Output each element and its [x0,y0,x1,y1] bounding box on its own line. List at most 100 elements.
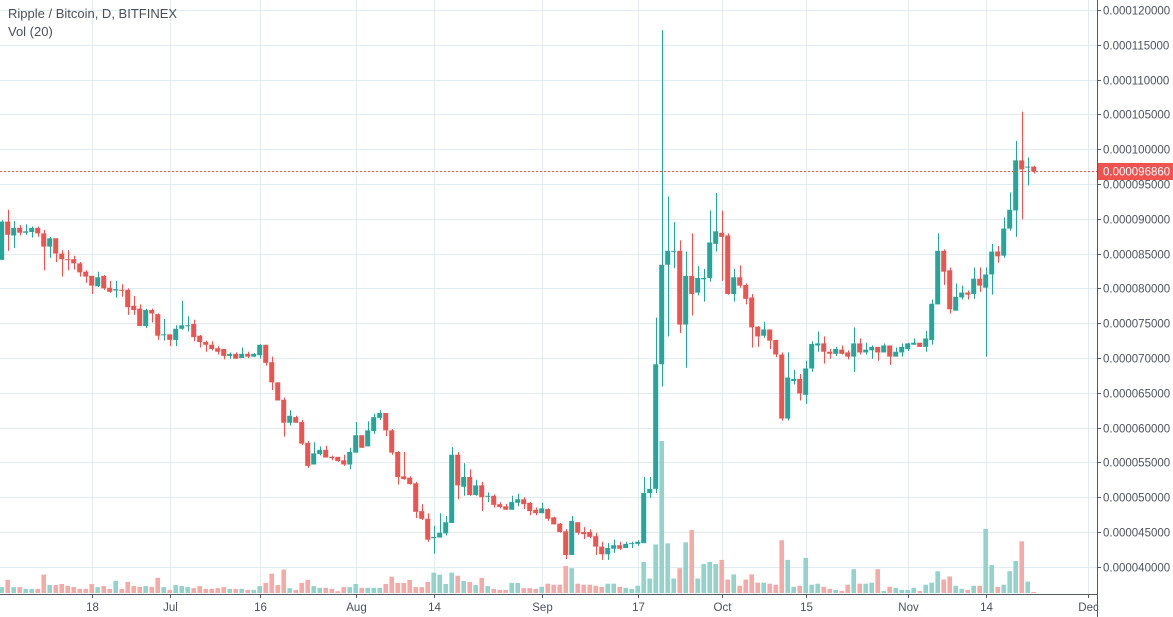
volume-bar [407,579,412,593]
volume-bar [419,587,424,593]
volume-bar [875,569,880,593]
volume-bar [1001,584,1006,593]
candle [461,463,467,496]
candle-body [365,430,371,447]
candle-body [131,305,137,310]
candle-body [971,278,977,294]
candle [371,413,377,434]
volume-indicator-label[interactable]: Vol (20) [8,24,53,39]
volume-bar [293,589,298,593]
candle [431,525,437,554]
candle [245,351,251,358]
price-tick-label: 0.000060000 [1103,424,1170,436]
candle [467,469,473,496]
candle [17,225,23,236]
volume-bar [941,579,946,593]
candle [707,210,713,282]
candle [479,481,485,512]
volume-bar [59,584,64,593]
candle-body [947,270,953,310]
candle [629,541,635,549]
candle [497,502,503,509]
volume-bar [857,583,862,593]
symbol-title[interactable]: Ripple / Bitcoin, D, BITFINEX [8,6,178,21]
candle [887,345,893,365]
candle [761,321,767,338]
volume-bar [365,587,370,593]
candle [755,325,761,347]
candle [233,352,239,359]
volume-bar [989,565,994,593]
volume-bar [557,584,562,593]
volume-bar [167,589,172,593]
volume-bar [161,587,166,593]
candle [311,442,317,465]
candle [347,447,353,470]
candle-body [1001,228,1007,256]
candle-body [785,377,791,419]
candle [611,539,617,553]
candle [455,451,461,500]
volume-bar [755,582,760,593]
last-price-tag-bg [1098,163,1173,180]
candle [701,268,707,302]
volume-bar [263,582,268,593]
time-tick-label: 14 [980,602,993,614]
volume-bar [395,582,400,593]
volume-bar [89,584,94,593]
candle [689,233,695,316]
volume-bar [209,588,214,593]
price-tick-label: 0.000080000 [1103,284,1170,296]
price-axis[interactable]: 0.000040000 0.000045000 0.000050000 0.00005… [1097,0,1170,617]
volume-bar [287,588,292,593]
candle [587,529,593,539]
candle [473,479,479,496]
candle [929,299,935,345]
candle [257,344,263,359]
volume-bar [323,587,328,593]
volume-bar [599,586,604,593]
volume-bar [629,588,634,593]
candle-body [1013,160,1019,211]
volume-bar [671,578,676,593]
candle [131,296,137,315]
candle-body [527,502,533,512]
candle-body [851,343,857,357]
candle-body [959,292,965,298]
candle [977,267,983,292]
candle-body [353,435,359,453]
volume-bar [797,585,802,593]
candle [407,476,413,485]
candle [653,317,659,494]
volume-bar [227,588,232,593]
candle-body [635,541,641,544]
candle [287,410,293,426]
candle [557,522,563,533]
volume-bar [431,572,436,593]
candle [695,266,701,296]
candle-body [179,325,185,329]
candle-body [665,250,671,265]
candle [167,334,173,347]
volume-bar [689,529,694,593]
candle-body [203,341,209,345]
candle [137,304,143,326]
volume-bar [869,582,874,593]
volume-bar [743,579,748,593]
time-axis[interactable]: 18 Jul 16 Aug 14 Sep 17 Oct 15 Nov 14 Dec [0,594,1099,614]
volume-bar [983,528,988,593]
candle [59,250,65,277]
candle-body [623,543,629,549]
candle-body [89,275,95,286]
volume-bar [119,588,124,593]
candle [635,540,641,546]
candle-body [323,449,329,458]
candle [827,348,833,359]
volume-bar [0,587,4,593]
volume-bar [449,572,454,593]
volume-bar [533,588,538,593]
volume-bar [107,588,112,593]
volume-bar [497,589,502,593]
candle-body [389,430,395,453]
